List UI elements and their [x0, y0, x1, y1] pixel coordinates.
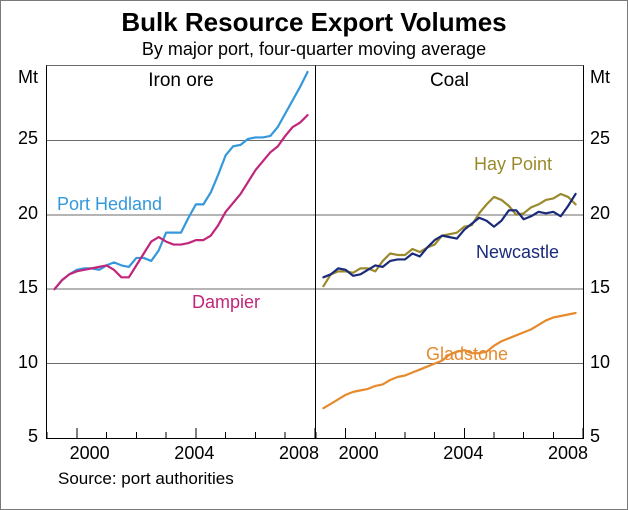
y-tick-label: 15 [18, 277, 38, 298]
plot-iron-ore: Iron ore Port Hedland Dampier [46, 65, 315, 439]
y-tick-label: 10 [590, 352, 610, 373]
series-label-port_hedland: Port Hedland [57, 194, 162, 215]
panel-title-coal: Coal [316, 70, 583, 92]
y-tick-label: 20 [18, 203, 38, 224]
series-label-gladstone: Gladstone [426, 344, 508, 365]
source-text: Source: port authorities [58, 469, 234, 489]
series-hay_point [323, 194, 575, 286]
series-label-dampier: Dampier [192, 292, 260, 313]
series-label-newcastle: Newcastle [476, 242, 559, 263]
chart-subtitle: By major port, four-quarter moving avera… [1, 39, 627, 60]
x-tick-label: 2000 [339, 443, 379, 464]
panel-title-iron-ore: Iron ore [47, 70, 315, 92]
x-tick-label: 2000 [70, 443, 110, 464]
series-label-hay_point: Hay Point [474, 154, 552, 175]
x-tick-label: 2008 [548, 443, 588, 464]
y-unit-left: Mt [18, 67, 38, 88]
y-unit-right: Mt [590, 67, 610, 88]
y-tick-label: 20 [590, 203, 610, 224]
y-tick-label: 5 [28, 426, 38, 447]
y-tick-label: 25 [590, 128, 610, 149]
y-tick-label: 15 [590, 277, 610, 298]
x-tick-label: 2004 [174, 443, 214, 464]
chart-container: Bulk Resource Export Volumes By major po… [0, 0, 628, 510]
x-tick-label: 2008 [279, 443, 319, 464]
y-tick-label: 25 [18, 128, 38, 149]
series-newcastle [323, 194, 575, 277]
x-tick-label: 2004 [443, 443, 483, 464]
y-tick-label: 10 [18, 352, 38, 373]
plot-coal: Coal Hay Point Newcastle Gladstone [315, 65, 584, 439]
series-port_hedland [54, 72, 307, 289]
y-tick-label: 5 [590, 426, 600, 447]
chart-title: Bulk Resource Export Volumes [1, 7, 627, 38]
